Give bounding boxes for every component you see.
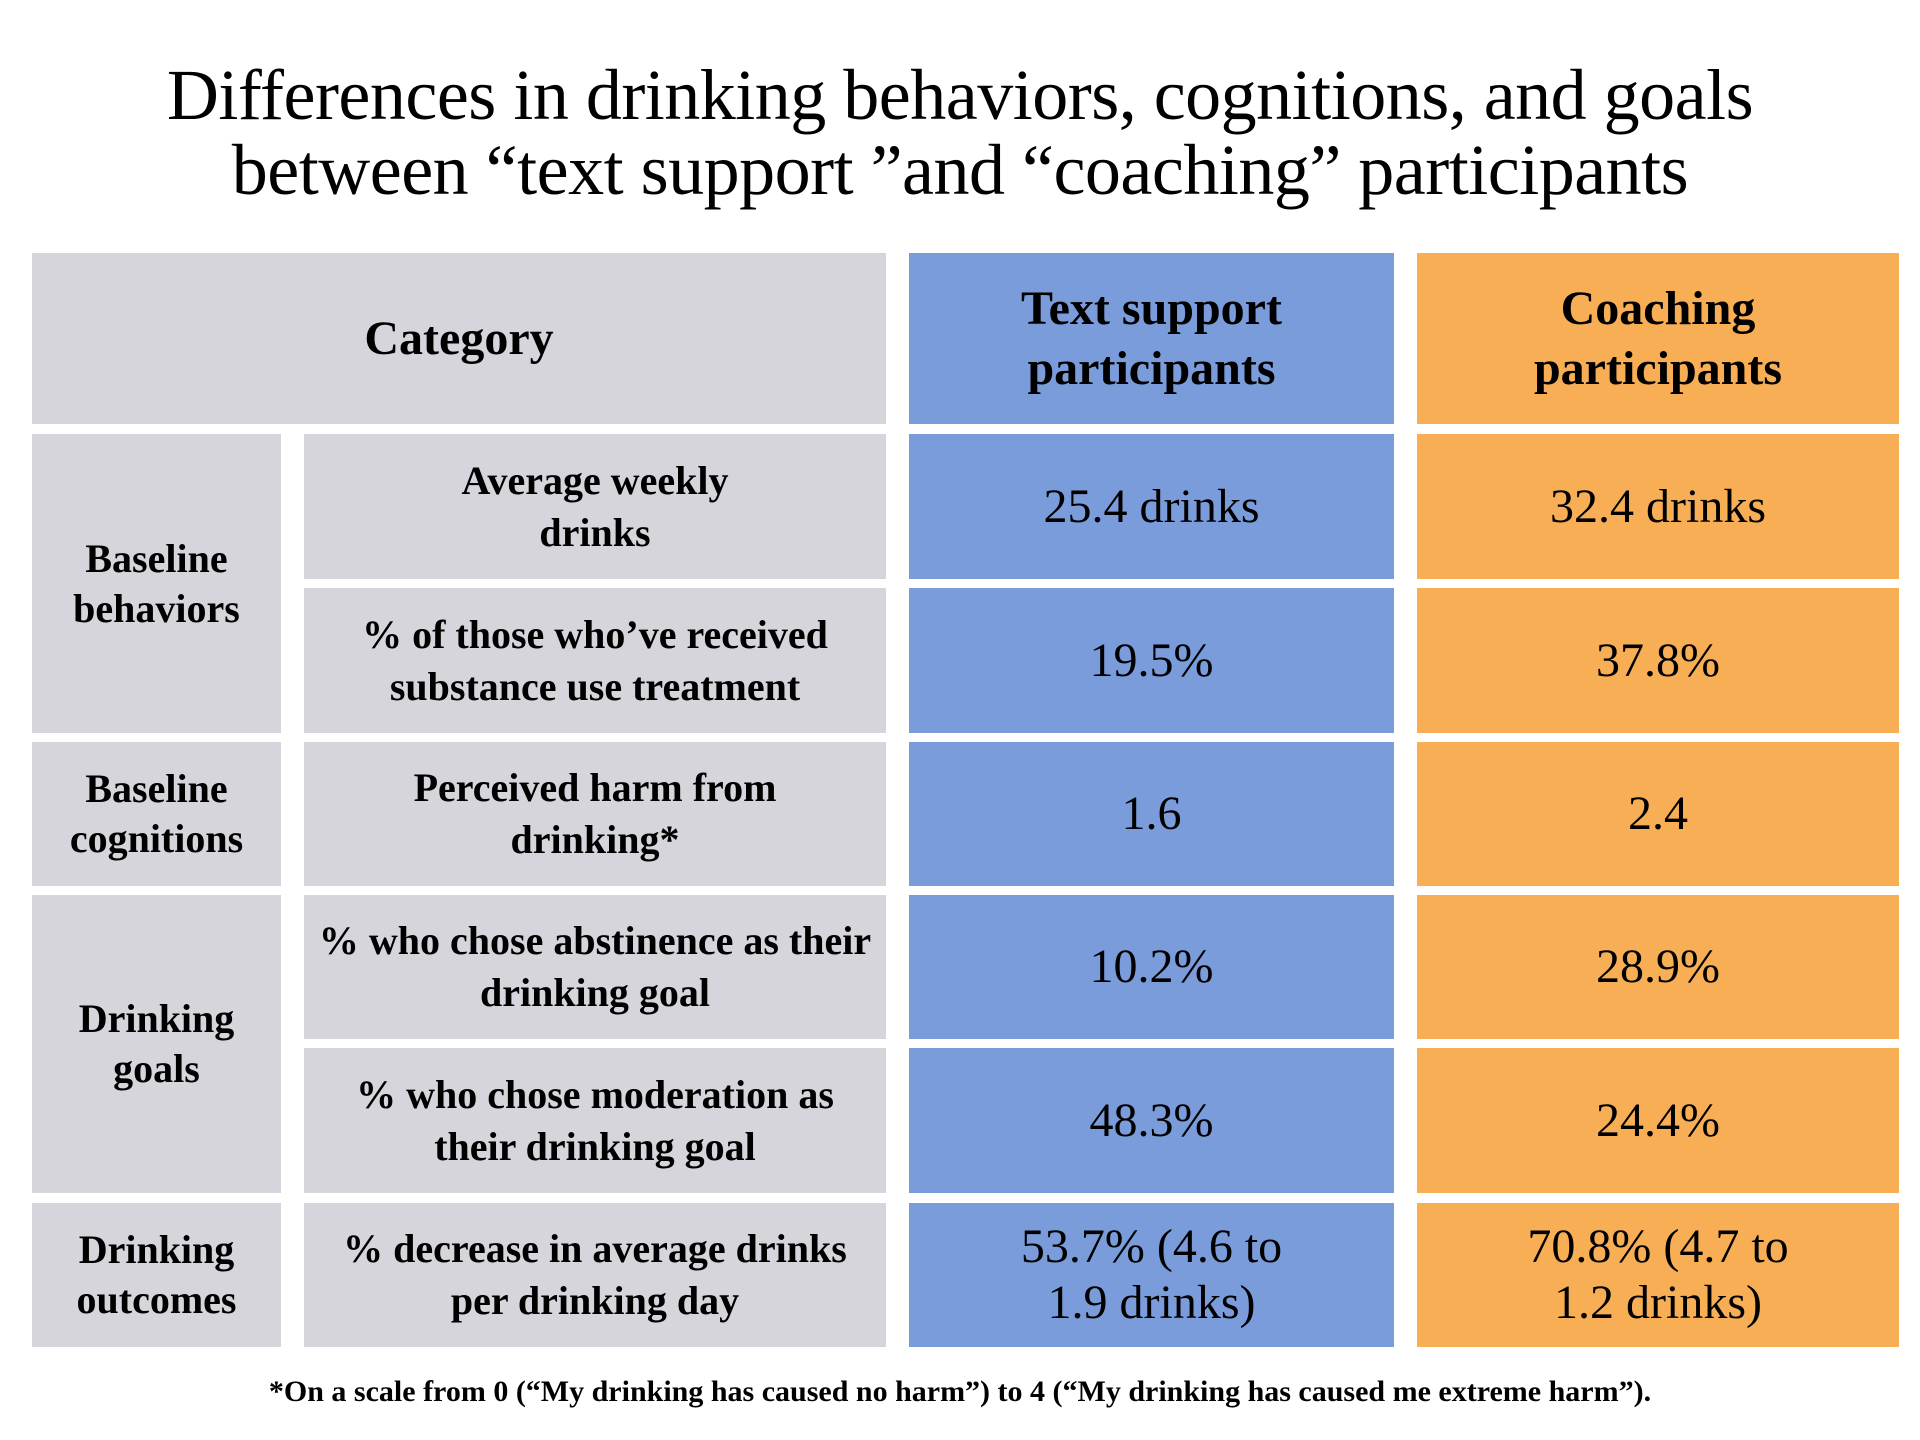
value-text: 1.6 (1121, 787, 1182, 840)
coaching-value: 32.4 drinks (1417, 434, 1899, 579)
text-support-value: 10.2% (909, 895, 1394, 1039)
header-text-support: Text support participants (909, 253, 1394, 424)
title-line-1: Differences in drinking behaviors, cogni… (166, 55, 1754, 135)
coaching-value: 70.8% (4.7 to 1.2 drinks) (1417, 1203, 1899, 1347)
value-text: 48.3% (1089, 1093, 1214, 1147)
text-support-value: 53.7% (4.6 to 1.9 drinks) (909, 1203, 1394, 1347)
group-label: Baseline behaviors (73, 535, 240, 631)
measure-label: % of those who’ve received substance use… (362, 611, 828, 709)
page-title: Differences in drinking behaviors, cogni… (0, 58, 1920, 208)
table-row-measure: % who chose abstinence as their drinking… (304, 895, 886, 1039)
value-text: 24.4% (1596, 1093, 1720, 1147)
value-text: 10.2% (1089, 940, 1214, 993)
header-category: Category (32, 253, 886, 424)
group-label: Baseline cognitions (69, 766, 244, 861)
group-drinking-outcomes: Drinking outcomes (32, 1203, 281, 1347)
text-support-value: 25.4 drinks (909, 434, 1394, 579)
measure-label: % decrease in average drinks per drinkin… (343, 1226, 847, 1323)
value-text: 53.7% (4.6 to 1.9 drinks) (1020, 1220, 1283, 1329)
value-text: 25.4 drinks (1043, 479, 1260, 533)
measure-label: % who chose moderation as their drinking… (356, 1071, 834, 1169)
table-row-measure: % decrease in average drinks per drinkin… (304, 1203, 886, 1347)
group-label: Drinking goals (78, 996, 235, 1091)
text-support-value: 1.6 (909, 742, 1394, 886)
value-text: 37.8% (1596, 633, 1720, 687)
header-category-label: Category (364, 311, 554, 365)
group-label: Drinking outcomes (76, 1227, 237, 1322)
title-line-2: between “text support ”and “coaching” pa… (231, 130, 1689, 210)
measure-label: Perceived harm from drinking* (413, 765, 777, 862)
group-baseline-behaviors: Baseline behaviors (32, 434, 281, 733)
table-row-measure: Average weekly drinks (304, 434, 886, 579)
text-support-value: 48.3% (909, 1048, 1394, 1193)
value-text: 32.4 drinks (1550, 479, 1766, 533)
coaching-value: 28.9% (1417, 895, 1899, 1039)
coaching-value: 37.8% (1417, 588, 1899, 733)
group-baseline-cognitions: Baseline cognitions (32, 742, 281, 886)
header-coaching-label: Coaching participants (1533, 281, 1782, 395)
measure-label: % who chose abstinence as their drinking… (318, 918, 872, 1015)
text-support-value: 19.5% (909, 588, 1394, 733)
table-row-measure: Perceived harm from drinking* (304, 742, 886, 886)
value-text: 28.9% (1596, 940, 1720, 993)
group-drinking-goals: Drinking goals (32, 895, 281, 1193)
value-text: 19.5% (1089, 633, 1214, 687)
table-row-measure: % of those who’ve received substance use… (304, 588, 886, 733)
footnote: *On a scale from 0 (“My drinking has cau… (268, 1375, 1652, 1408)
measure-label: Average weekly drinks (461, 457, 729, 555)
header-text-support-label: Text support participants (1021, 281, 1282, 395)
coaching-value: 2.4 (1417, 742, 1899, 886)
coaching-value: 24.4% (1417, 1048, 1899, 1193)
value-text: 2.4 (1628, 787, 1688, 840)
table-row-measure: % who chose moderation as their drinking… (304, 1048, 886, 1193)
value-text: 70.8% (4.7 to 1.2 drinks) (1527, 1220, 1789, 1329)
header-coaching: Coaching participants (1417, 253, 1899, 424)
